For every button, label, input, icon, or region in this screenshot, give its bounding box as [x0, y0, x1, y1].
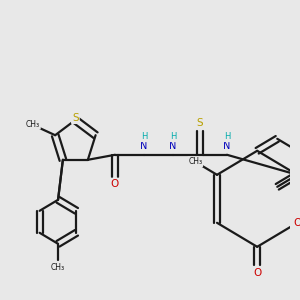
Text: H: H	[224, 132, 230, 141]
Text: CH₃: CH₃	[188, 157, 202, 166]
Text: CH₃: CH₃	[26, 120, 40, 129]
Text: N: N	[223, 141, 231, 151]
Text: H: H	[141, 132, 147, 141]
Text: H: H	[170, 132, 176, 141]
Text: O: O	[253, 268, 261, 278]
Text: CH₃: CH₃	[51, 263, 65, 272]
Text: N: N	[140, 141, 148, 151]
Text: O: O	[111, 179, 119, 189]
Text: S: S	[196, 118, 203, 128]
Text: S: S	[72, 113, 79, 123]
Text: N: N	[169, 141, 177, 151]
Text: O: O	[293, 218, 300, 228]
